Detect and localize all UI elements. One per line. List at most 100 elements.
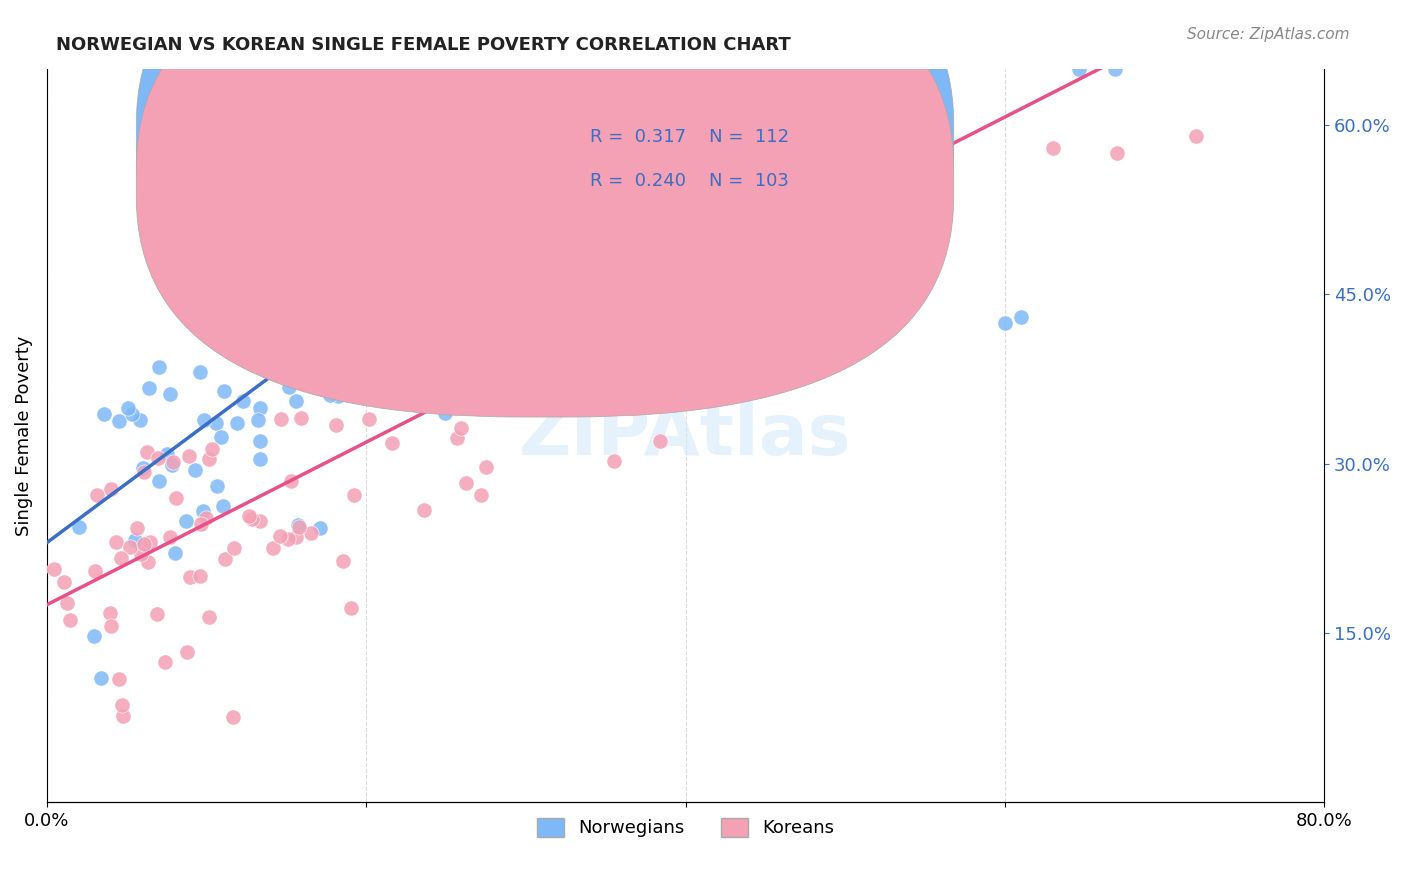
Point [277,532,299,546]
Point [330,206,353,220]
Point [193,413,215,427]
Point [832,299,855,313]
Point [485,200,508,214]
Point [572,173,595,187]
Point [176,645,198,659]
Point [486,285,509,300]
Point [146,607,169,621]
Point [226,416,249,430]
Point [371,245,394,260]
Point [190,517,212,532]
Point [658,282,681,296]
Point [110,551,132,566]
Point [129,547,152,561]
FancyBboxPatch shape [494,109,896,227]
Point [228,275,250,289]
Point [662,266,685,280]
Point [468,326,491,340]
Point [361,303,384,318]
Point [56,596,79,610]
Point [453,304,475,318]
Point [569,274,592,288]
FancyBboxPatch shape [136,0,953,417]
Point [364,276,387,290]
Point [368,270,391,285]
Point [267,343,290,358]
Point [381,436,404,450]
Point [343,488,366,502]
Point [357,411,380,425]
Point [326,389,349,403]
Point [432,248,454,262]
Point [284,169,307,184]
Point [285,529,308,543]
Point [162,454,184,468]
Y-axis label: Single Female Poverty: Single Female Poverty [15,335,32,535]
Point [565,153,588,167]
Point [1105,146,1128,161]
Point [134,537,156,551]
Point [249,401,271,415]
Point [232,393,254,408]
Point [412,268,434,282]
Point [270,411,292,425]
Point [648,434,671,448]
Point [124,533,146,547]
Point [222,541,245,555]
Point [309,521,332,535]
Point [697,128,720,143]
Point [100,483,122,497]
Point [772,62,794,76]
Point [508,308,530,322]
Point [336,361,359,376]
Point [125,521,148,535]
Point [148,360,170,375]
Point [304,328,326,343]
Point [382,234,405,248]
Point [177,449,200,463]
Point [285,365,308,379]
Point [627,174,650,188]
Point [128,413,150,427]
Point [325,354,347,368]
Point [100,606,122,620]
Point [434,406,457,420]
Point [406,282,429,296]
Point [309,360,332,375]
Point [579,207,602,221]
Point [214,552,236,566]
Point [636,62,658,76]
Point [447,231,470,245]
Point [146,451,169,466]
Point [882,316,904,330]
Point [290,340,312,354]
Point [375,330,398,344]
Point [866,321,889,335]
Point [768,211,790,226]
Point [93,407,115,421]
Point [260,332,283,346]
Point [404,310,426,325]
Point [475,459,498,474]
Point [159,386,181,401]
Point [218,333,240,347]
Point [501,379,523,393]
Point [136,555,159,569]
Point [156,447,179,461]
Point [595,185,617,199]
Point [292,301,315,316]
Point [690,357,713,371]
Point [316,238,339,252]
Point [165,491,187,505]
Point [471,379,494,393]
Point [643,242,665,256]
Point [811,128,834,142]
Point [138,535,160,549]
Point [1104,62,1126,76]
Point [631,69,654,83]
Point [377,392,399,406]
Point [201,442,224,456]
Point [302,342,325,356]
Point [780,89,803,103]
Point [138,381,160,395]
